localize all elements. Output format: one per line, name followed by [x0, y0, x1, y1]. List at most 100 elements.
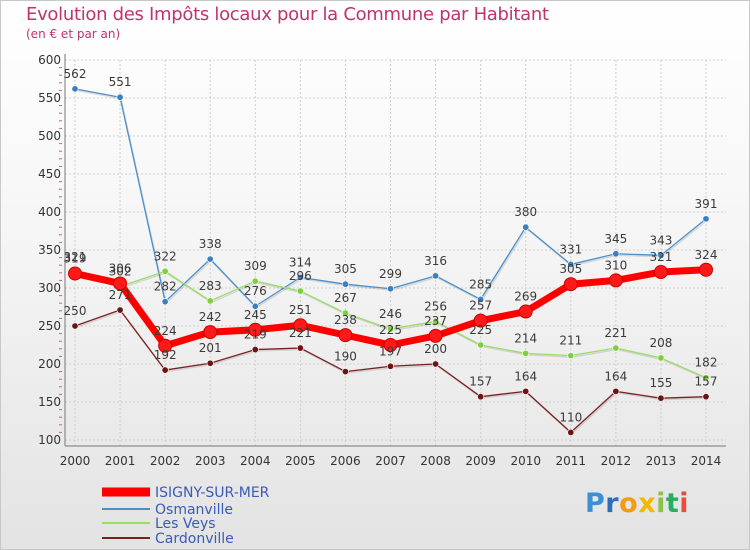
data-point-isigny-sur-mer [608, 273, 623, 288]
y-tick-label: 500 [38, 129, 61, 143]
data-label-cardonville: 201 [199, 341, 222, 355]
data-point-osmanville [702, 215, 710, 223]
data-label-les-veys: 182 [695, 356, 718, 370]
y-tick-label: 450 [38, 167, 61, 181]
data-point-cardonville [612, 387, 620, 395]
data-label-isigny-sur-mer: 257 [469, 299, 492, 313]
logo-letter: P [585, 488, 606, 519]
chart-title: Evolution des Impôts locaux pour la Comm… [26, 4, 549, 25]
data-point-cardonville [567, 428, 575, 436]
data-point-les-veys [341, 309, 349, 317]
data-label-cardonville: 250 [64, 304, 87, 318]
data-point-isigny-sur-mer [113, 276, 128, 291]
y-tick-label: 250 [38, 319, 61, 333]
data-point-cardonville [296, 344, 304, 352]
y-tick-label: 300 [38, 281, 61, 295]
x-tick-label: 2004 [240, 454, 271, 468]
data-point-osmanville [296, 273, 304, 281]
data-point-les-veys [522, 349, 530, 357]
series-lines [68, 85, 713, 436]
data-point-cardonville [161, 366, 169, 374]
x-tick-label: 2013 [646, 454, 677, 468]
data-label-les-veys: 214 [514, 331, 537, 345]
data-label-les-veys: 321 [64, 250, 87, 264]
data-point-isigny-sur-mer [158, 338, 173, 353]
data-label-cardonville: 157 [695, 375, 718, 389]
data-point-cardonville [71, 322, 79, 330]
data-label-les-veys: 221 [604, 326, 627, 340]
x-tick-label: 2014 [691, 454, 722, 468]
proxiti-logo: Proxiti [585, 488, 689, 519]
x-tick-label: 2008 [420, 454, 451, 468]
data-labels: 562 551 282 338 276 314 305 299 316 285 380 331 345 3… [64, 67, 718, 425]
data-label-osmanville: 299 [379, 267, 402, 281]
logo-letter: r [605, 488, 620, 519]
data-point-cardonville [522, 387, 530, 395]
data-point-osmanville [71, 85, 79, 93]
data-label-osmanville: 338 [199, 237, 222, 251]
data-point-cardonville [477, 393, 485, 401]
data-label-cardonville: 190 [334, 350, 357, 364]
chart-subtitle: (en € et par an) [26, 27, 121, 41]
legend-label-les-veys: Les Veys [155, 516, 216, 532]
data-label-cardonville: 200 [424, 342, 447, 356]
logo-letter: o [619, 488, 639, 519]
data-label-les-veys: 322 [154, 249, 177, 263]
x-tick-label: 2007 [375, 454, 406, 468]
data-label-les-veys: 267 [334, 291, 357, 305]
data-point-cardonville [116, 306, 124, 314]
data-label-les-veys: 208 [649, 336, 672, 350]
data-label-les-veys: 246 [379, 307, 402, 321]
logo-letter: t [665, 488, 680, 519]
data-point-cardonville [386, 362, 394, 370]
data-point-isigny-sur-mer [248, 322, 263, 337]
y-tick-label: 550 [38, 91, 61, 105]
data-point-les-veys [567, 352, 575, 360]
data-label-cardonville: 164 [514, 369, 537, 383]
data-point-cardonville [251, 346, 259, 354]
data-label-les-veys: 309 [244, 259, 267, 273]
data-label-isigny-sur-mer: 251 [289, 303, 312, 317]
data-label-les-veys: 283 [199, 279, 222, 293]
data-label-isigny-sur-mer: 225 [379, 323, 402, 337]
data-label-les-veys: 302 [109, 264, 132, 278]
data-label-isigny-sur-mer: 224 [154, 324, 177, 338]
data-point-osmanville [116, 93, 124, 101]
data-point-isigny-sur-mer [699, 262, 713, 277]
data-point-isigny-sur-mer [518, 304, 533, 319]
data-label-les-veys: 225 [469, 323, 492, 337]
data-label-isigny-sur-mer: 269 [514, 290, 537, 304]
data-point-isigny-sur-mer [563, 277, 578, 292]
x-tick-label: 2009 [465, 454, 496, 468]
y-tick-label: 600 [38, 53, 61, 67]
y-tick-label: 200 [38, 357, 61, 371]
data-point-osmanville [657, 251, 665, 259]
y-tick-label: 350 [38, 243, 61, 257]
data-point-les-veys [251, 277, 259, 285]
data-label-osmanville: 316 [424, 254, 447, 268]
x-tick-label: 2011 [556, 454, 587, 468]
data-point-cardonville [657, 394, 665, 402]
x-tick-label: 2010 [510, 454, 541, 468]
data-point-isigny-sur-mer [383, 338, 398, 352]
data-label-osmanville: 285 [469, 277, 492, 291]
logo-letter: x [638, 488, 657, 519]
legend-label-isigny-sur-mer: ISIGNY-SUR-MER [155, 485, 270, 501]
data-label-osmanville: 314 [289, 255, 312, 269]
data-point-osmanville [477, 295, 485, 303]
data-point-les-veys [612, 344, 620, 352]
data-point-cardonville [341, 368, 349, 376]
data-point-isigny-sur-mer [338, 328, 353, 343]
data-point-les-veys [161, 267, 169, 275]
data-label-isigny-sur-mer: 305 [559, 262, 582, 276]
x-tick-label: 2012 [601, 454, 632, 468]
x-tick-label: 2000 [60, 454, 91, 468]
legend-label-osmanville: Osmanville [155, 502, 233, 518]
grid [65, 59, 726, 446]
data-label-osmanville: 551 [109, 75, 132, 89]
legend-label-cardonville: Cardonville [155, 531, 234, 547]
logo-letter: i [679, 488, 690, 519]
